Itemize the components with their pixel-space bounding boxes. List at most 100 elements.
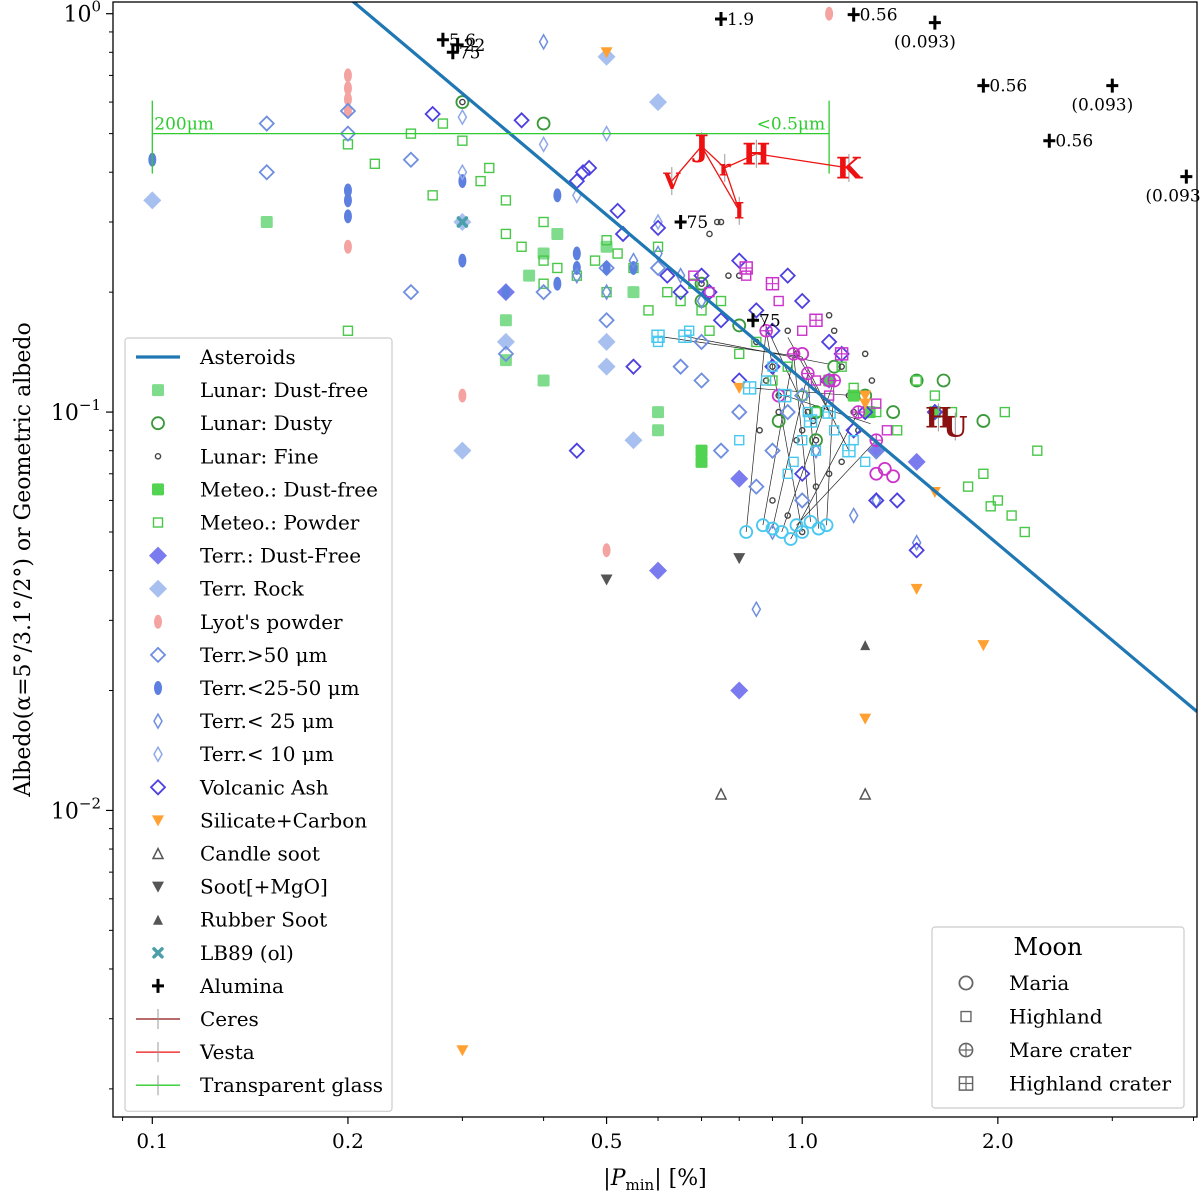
series-rubber-soot: [860, 640, 871, 651]
data-point: [822, 405, 836, 419]
legend-marker: [152, 483, 164, 496]
alumina-point: [1106, 78, 1119, 93]
marker-ellipse: [825, 6, 834, 21]
data-point: [693, 372, 710, 389]
marker-diamond-tall: [751, 600, 762, 618]
data-point: [732, 318, 747, 333]
marker-plus-lines: [842, 444, 855, 457]
legend-marker: [154, 681, 162, 695]
data-point: [402, 151, 420, 168]
data-point: [536, 116, 551, 131]
alumina-point: [451, 37, 464, 52]
series-lyot-s-powder: [343, 6, 834, 558]
marker-tri-down: [733, 382, 746, 394]
data-point: [908, 541, 925, 559]
y-tick-base: 10: [63, 3, 91, 28]
y-tick-base: 10: [51, 799, 79, 824]
data-point: [825, 470, 833, 478]
data-point: [609, 202, 626, 220]
marker-circle-small: [825, 470, 833, 478]
data-point: [598, 311, 615, 329]
alumina-point: [674, 215, 687, 230]
marker-x: [456, 216, 469, 228]
marker-square: [537, 374, 550, 387]
marker-plus-lines: [801, 367, 814, 380]
alumina-label: 75: [459, 43, 481, 63]
legend-marker: [152, 815, 164, 827]
legend-item: Candle soot: [151, 842, 320, 866]
legend-item: Asteroids: [136, 345, 296, 369]
data-point: [484, 162, 495, 174]
marker-diamond-open: [497, 345, 515, 363]
legend-label: Lunar: Dust-free: [200, 378, 368, 402]
marker-diamond-open: [568, 442, 586, 459]
marker-diamond-open: [598, 311, 615, 329]
marker-diamond: [649, 561, 668, 580]
marker-circle-open: [958, 975, 974, 991]
data-point: [861, 350, 869, 358]
marker-diamond-tall: [628, 252, 639, 270]
y-tick-exp: −1: [79, 396, 101, 414]
alumina-point: [1043, 133, 1056, 148]
data-point: [999, 406, 1011, 418]
marker-square-open: [751, 336, 762, 348]
data-point: [704, 286, 715, 298]
marker-tri-down: [600, 47, 613, 59]
data-point: [779, 403, 797, 421]
marker-diamond-open: [926, 403, 944, 421]
data-point: [453, 441, 472, 460]
marker-diamond-open: [888, 492, 906, 509]
marker-diamond-open: [748, 302, 765, 319]
legend-label: LB89 (ol): [200, 941, 294, 965]
legend-label: Terr.: Dust-Free: [200, 544, 361, 568]
plot-frame: [112, 1, 1198, 1118]
marker-square-open: [704, 286, 715, 298]
data-point: [859, 390, 872, 402]
marker-tri-down: [456, 1045, 469, 1057]
marker-diamond: [597, 332, 616, 351]
marker-diamond-tall: [571, 267, 582, 285]
marker-circle-open: [739, 525, 754, 539]
data-point: [842, 443, 856, 458]
marker-plus: [1106, 78, 1119, 93]
marker-diamond-open: [649, 259, 667, 277]
marker-square-open: [516, 241, 527, 252]
marker-tri-up-open: [714, 787, 728, 800]
marker-square: [695, 444, 708, 457]
data-point: [742, 381, 757, 395]
legend-item: Terr.< 10 μm: [153, 742, 334, 766]
data-point: [767, 523, 778, 541]
legend-marker: [149, 579, 167, 598]
data-point: [764, 322, 781, 340]
data-point: [811, 442, 821, 460]
marker-ellipse: [553, 276, 562, 291]
marker-diamond: [907, 452, 926, 471]
marker-square: [695, 455, 708, 468]
marker-plus-lines: [778, 389, 791, 402]
data-point: [1032, 445, 1043, 456]
series-terr-dust-free: [496, 283, 926, 700]
marker-ellipse: [154, 681, 162, 695]
marker-square-open: [911, 375, 922, 386]
data-point: [809, 313, 823, 328]
marker-diamond-open: [339, 125, 357, 142]
legend-moon-label: Highland crater: [1009, 1072, 1171, 1096]
data-point: [343, 92, 352, 107]
marker-circle-small: [459, 98, 466, 106]
data-point: [516, 241, 527, 252]
marker-diamond-open: [258, 163, 276, 181]
y-tick-exp: 0: [91, 0, 101, 16]
marker-plus: [674, 215, 687, 230]
data-point: [730, 403, 748, 421]
data-point: [877, 462, 892, 476]
data-point: [828, 425, 840, 436]
data-point: [538, 33, 549, 51]
data-point: [756, 518, 770, 533]
data-point: [457, 108, 468, 126]
data-point: [457, 135, 468, 146]
x-axis-label-prefix: |: [603, 1166, 610, 1191]
data-point: [782, 468, 793, 479]
legend-label: Soot[+MgO]: [200, 875, 328, 899]
data-point: [867, 492, 885, 509]
connector-line: [807, 373, 820, 529]
